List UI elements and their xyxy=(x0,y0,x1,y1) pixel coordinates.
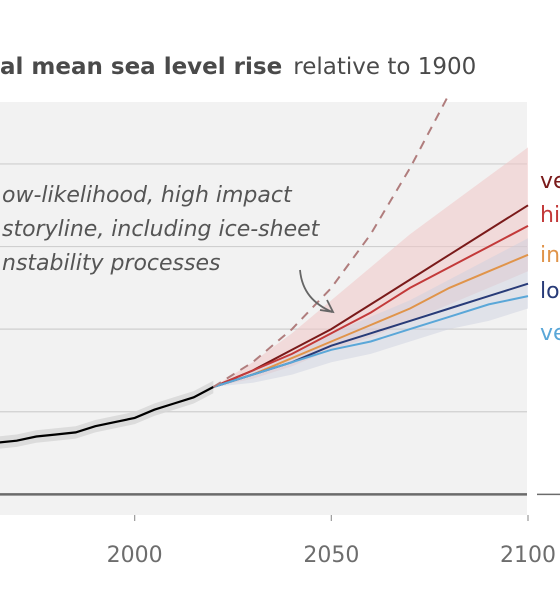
annotation-arrow-shaft xyxy=(299,269,333,313)
uncertainty-band-0 xyxy=(213,147,529,387)
legend-label-3: lo xyxy=(540,279,560,304)
series-line-0 xyxy=(212,204,529,388)
legend-label-4: ve xyxy=(540,321,560,346)
observed-line xyxy=(0,386,214,444)
series-line-2 xyxy=(212,253,529,388)
legend-label-2: in xyxy=(540,243,560,268)
annotation-line-0: ow-likelihood, high impact xyxy=(2,183,293,208)
annotation-line-2: nstability processes xyxy=(2,251,220,276)
x-tick-label-2: 2100 xyxy=(500,543,556,568)
plot-area: ow-likelihood, high impact storyline, inc… xyxy=(0,93,560,568)
legend-label-1: hi xyxy=(540,203,560,228)
annotation-line-1: storyline, including ice-sheet xyxy=(2,217,321,242)
observed-band xyxy=(0,380,214,449)
chart-title: al mean sea level rise relative to 1900 xyxy=(0,54,476,80)
annotation-arrow-head xyxy=(319,299,335,314)
x-tick-label-1: 2050 xyxy=(303,543,359,568)
series-line-1 xyxy=(212,225,529,388)
legend-label-0: ve xyxy=(540,169,560,194)
chart-title-bold: al mean sea level rise xyxy=(0,54,282,80)
series-line-4 xyxy=(212,295,529,388)
chart-title-regular: relative to 1900 xyxy=(293,54,476,80)
x-tick-label-0: 2000 xyxy=(107,543,163,568)
